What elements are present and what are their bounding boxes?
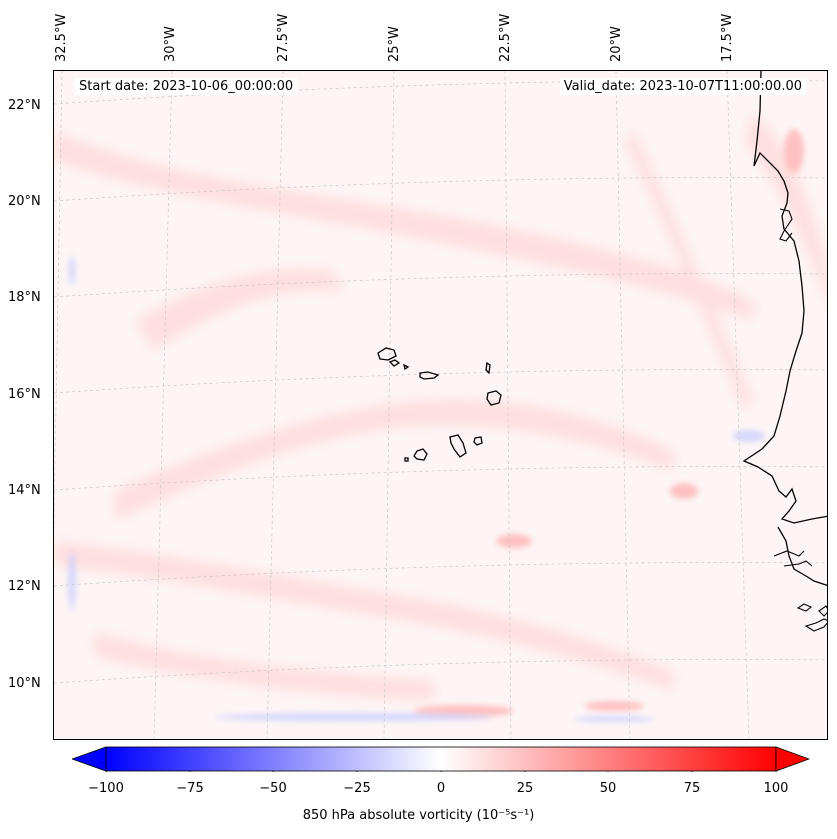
boa-vista	[486, 390, 502, 406]
lon-label-17-5w: 17.5°W	[720, 13, 735, 62]
graticule	[54, 71, 827, 739]
cap-blanc	[779, 208, 793, 242]
african-coastline	[742, 71, 827, 524]
colorbar-tick-label: −50	[259, 781, 287, 796]
colorbar-tick-label: −100	[88, 781, 124, 796]
lat-label-14n: 14°N	[8, 483, 41, 498]
lat-label-16n: 16°N	[8, 387, 41, 402]
colorbar-tick-label: −25	[343, 781, 371, 796]
gambia-coast	[773, 550, 813, 567]
brava	[404, 457, 409, 462]
sal	[485, 361, 491, 375]
colorbar-label: 850 hPa absolute vorticity (10⁻⁵s⁻¹)	[302, 808, 535, 823]
lon-label-27-5w: 27.5°W	[276, 13, 291, 62]
lon-label-32-5w: 32.5°W	[54, 13, 69, 62]
colorbar	[72, 746, 810, 772]
vorticity-map: Start date: 2023-10-06_00:00:00 Valid_da…	[53, 70, 828, 740]
guinea-islands	[796, 603, 827, 632]
colorbar-extend-low	[72, 746, 107, 772]
start-date-label: Start date: 2023-10-06_00:00:00	[75, 78, 298, 95]
colorbar-gradient	[105, 746, 777, 772]
map-canvas	[54, 71, 827, 739]
colorbar-tick-label: 25	[516, 781, 534, 796]
lat-label-20n: 20°N	[8, 194, 41, 209]
lon-label-22-5w: 22.5°W	[498, 13, 513, 62]
colorbar-ticks	[105, 771, 777, 772]
colorbar-tick-label: 75	[683, 781, 701, 796]
valid-date-label: Valid_date: 2023-10-07T11:00:00.00	[559, 78, 806, 95]
positive-vorticity-field	[54, 111, 827, 701]
lon-label-20w: 20°W	[609, 26, 624, 62]
lon-label-25w: 25°W	[387, 26, 402, 62]
lon-label-30w: 30°W	[163, 26, 178, 62]
sao-vicente	[388, 359, 401, 367]
colorbar-extend-high	[775, 746, 810, 772]
cape-verde-islands	[377, 347, 502, 462]
colorbar-tick-label: −75	[176, 781, 204, 796]
lat-label-12n: 12°N	[8, 579, 41, 594]
lat-label-10n: 10°N	[8, 676, 41, 691]
fogo	[413, 448, 428, 461]
lat-label-18n: 18°N	[8, 290, 41, 305]
negative-vorticity-field	[68, 256, 765, 722]
sao-nicolau	[419, 371, 440, 380]
santo-antao	[377, 347, 397, 361]
santa-luzia	[403, 363, 410, 371]
maio	[473, 436, 483, 446]
colorbar-tick-label: 100	[763, 781, 789, 796]
santiago	[449, 434, 467, 458]
colorbar-tick-label: 50	[599, 781, 617, 796]
lat-label-22n: 22°N	[8, 98, 41, 113]
guinea-coastline	[777, 526, 827, 587]
colorbar-tick-label: 0	[436, 781, 446, 796]
